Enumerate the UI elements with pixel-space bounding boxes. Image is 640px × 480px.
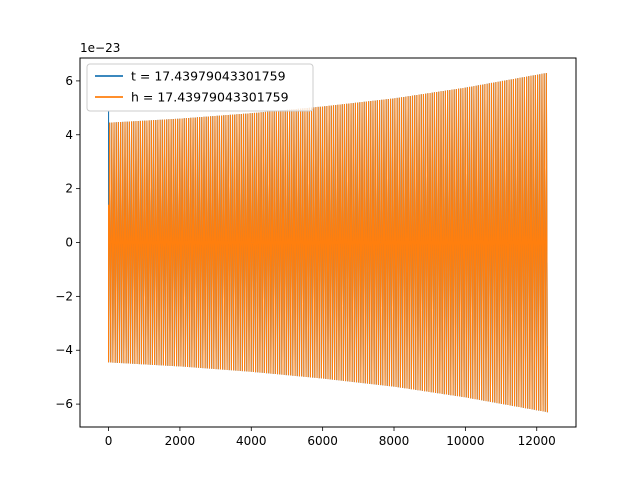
y-tick-label: 6 bbox=[65, 74, 73, 88]
y-tick-label: 0 bbox=[65, 236, 73, 250]
y-axis: −6 −4 −2 0 2 4 6 bbox=[55, 74, 80, 411]
y-tick-label: −2 bbox=[55, 289, 73, 303]
y-tick-label: −4 bbox=[55, 343, 73, 357]
y-tick-label: 2 bbox=[65, 182, 73, 196]
y-scale-label: 1e−23 bbox=[80, 41, 120, 55]
x-tick-label: 0 bbox=[105, 434, 113, 448]
x-tick-label: 4000 bbox=[236, 434, 267, 448]
series-layer bbox=[108, 73, 548, 413]
x-tick-label: 8000 bbox=[379, 434, 410, 448]
x-tick-label: 2000 bbox=[165, 434, 196, 448]
legend-label-h: h = 17.43979043301759 bbox=[131, 90, 289, 105]
x-axis: 0 2000 4000 6000 8000 10000 12000 bbox=[105, 427, 556, 448]
legend-box bbox=[86, 63, 314, 112]
x-tick-label: 6000 bbox=[307, 434, 338, 448]
y-tick-label: 4 bbox=[65, 128, 73, 142]
legend-label-t: t = 17.43979043301759 bbox=[131, 69, 286, 84]
x-tick-label: 10000 bbox=[446, 434, 484, 448]
x-tick-label: 12000 bbox=[518, 434, 556, 448]
series-line-h bbox=[108, 73, 548, 413]
y-tick-label: −6 bbox=[55, 397, 73, 411]
legend: t = 17.43979043301759 h = 17.43979043301… bbox=[86, 63, 314, 112]
